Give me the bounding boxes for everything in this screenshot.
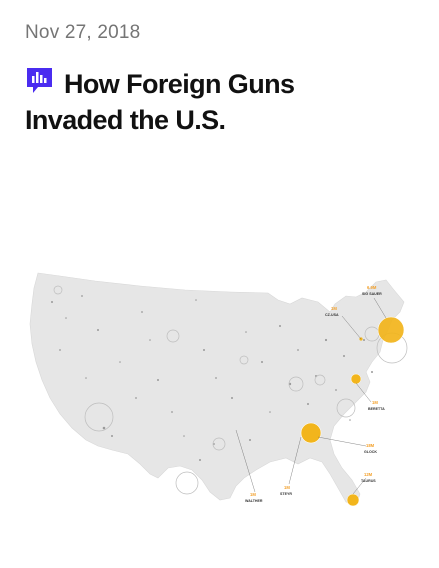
bar-chart-icon bbox=[25, 66, 54, 95]
leader-lines bbox=[235, 297, 387, 495]
label-cz-usa-name: CZ-USA bbox=[325, 313, 339, 317]
hollow-circles bbox=[53, 285, 408, 495]
post-title[interactable]: How Foreign Guns Invaded the U.S. bbox=[25, 66, 415, 138]
city-dots bbox=[51, 295, 373, 461]
label-beretta-value: 1M bbox=[372, 400, 378, 405]
label-sig-sauer-value: 6.9M bbox=[367, 285, 377, 290]
label-beretta-name: BERETTA bbox=[368, 407, 385, 411]
label-glock-name: GLOCK bbox=[364, 450, 377, 454]
brand-circles bbox=[300, 316, 405, 507]
label-steyr-name: STEYR bbox=[280, 492, 292, 496]
label-taurus-name: TAURUS bbox=[361, 479, 376, 483]
label-walther-name: WALTHER bbox=[245, 499, 263, 503]
label-glock-value: 18M bbox=[366, 443, 375, 448]
title-line-1: How Foreign Guns bbox=[64, 69, 295, 99]
label-sig-sauer-name: SIG SAUER bbox=[362, 292, 382, 296]
label-walther-value: 1M bbox=[250, 492, 256, 497]
label-cz-usa-value: 1M bbox=[331, 306, 337, 311]
us-map-illustration[interactable]: 6.9M SIG SAUER 1M CZ-USA 1M BERETTA 18M … bbox=[0, 250, 439, 520]
label-taurus-value: 12M bbox=[364, 472, 373, 477]
label-steyr-value: 1M bbox=[284, 485, 290, 490]
title-line-2: Invaded the U.S. bbox=[25, 105, 226, 135]
post-date: Nov 27, 2018 bbox=[25, 22, 141, 43]
us-map-shape bbox=[29, 272, 405, 506]
